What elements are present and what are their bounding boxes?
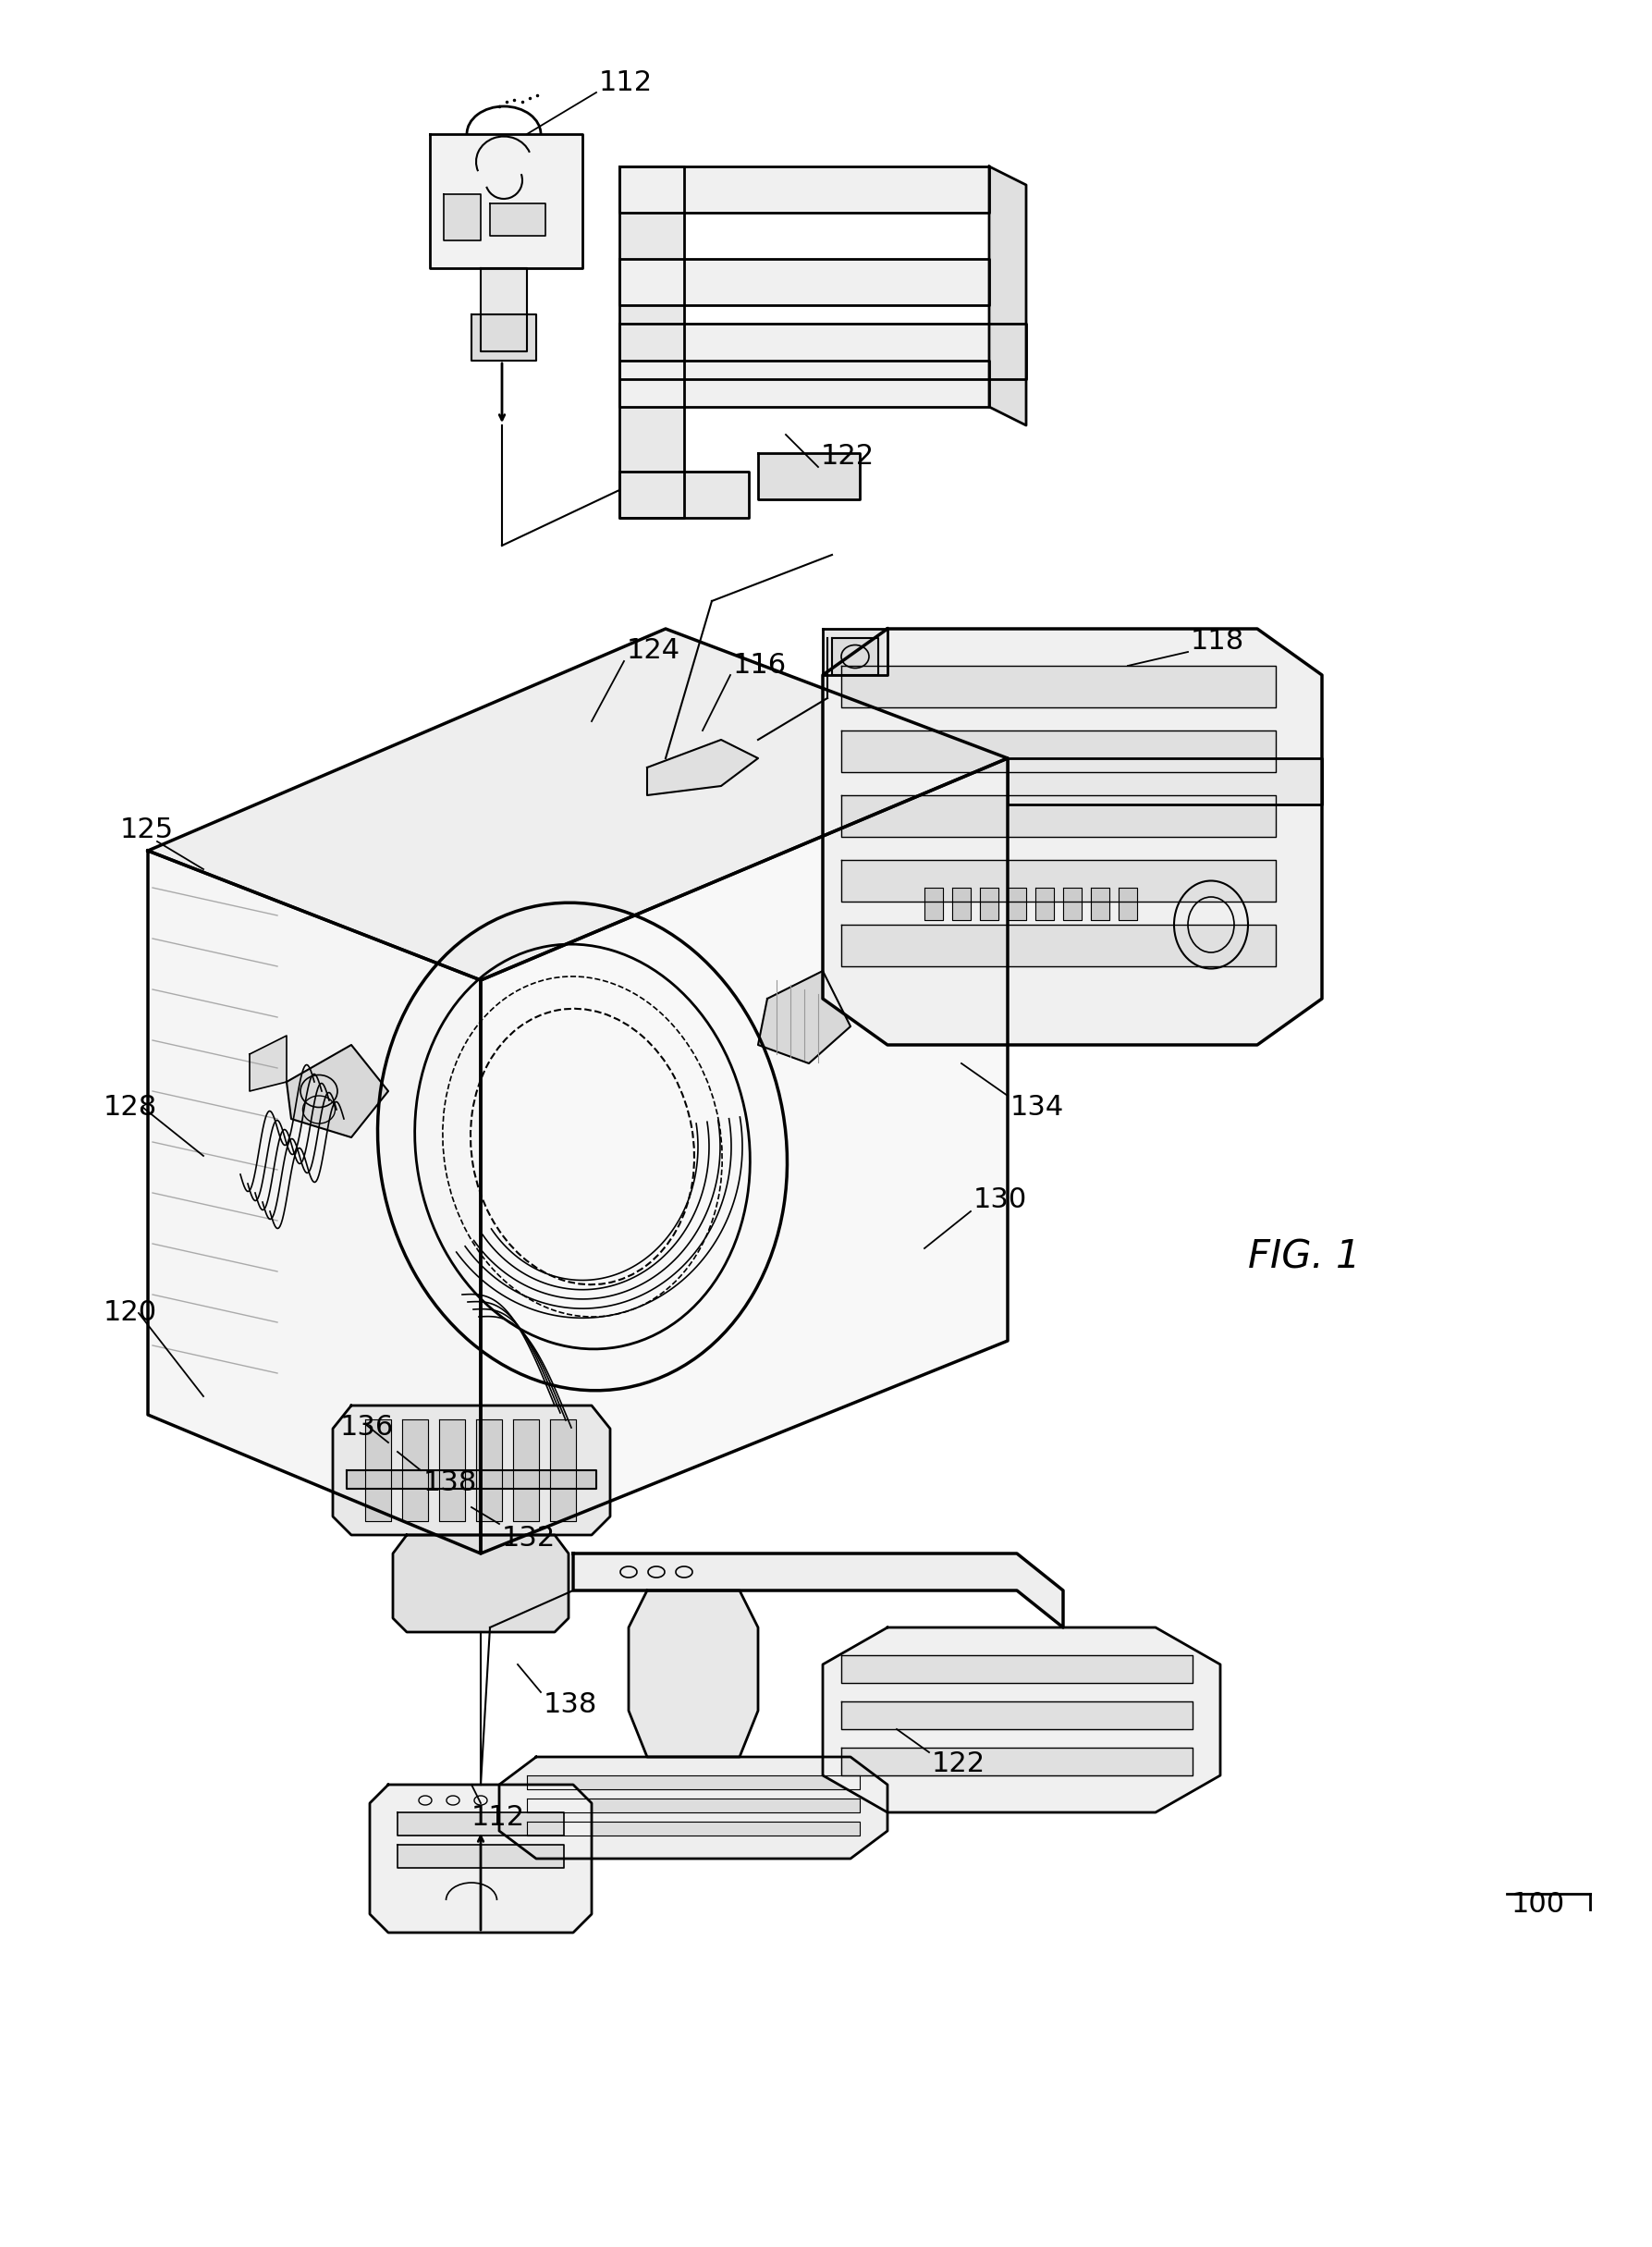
Text: 112: 112: [471, 1804, 525, 1831]
Text: 118: 118: [1191, 627, 1244, 654]
Polygon shape: [841, 861, 1275, 901]
Polygon shape: [249, 1036, 286, 1092]
Polygon shape: [481, 757, 1008, 1553]
Text: 100: 100: [1512, 1892, 1564, 1919]
Polygon shape: [823, 629, 887, 674]
Polygon shape: [823, 629, 1322, 1045]
Polygon shape: [514, 1420, 539, 1521]
Polygon shape: [430, 135, 583, 267]
Polygon shape: [149, 629, 1008, 980]
Text: 134: 134: [1011, 1094, 1064, 1121]
Polygon shape: [398, 1813, 563, 1836]
Polygon shape: [620, 258, 990, 306]
Text: 138: 138: [544, 1690, 598, 1717]
Text: 112: 112: [600, 70, 653, 97]
Polygon shape: [550, 1420, 577, 1521]
Polygon shape: [758, 971, 851, 1063]
Polygon shape: [620, 472, 748, 517]
Text: 124: 124: [626, 636, 681, 663]
Polygon shape: [499, 1757, 887, 1858]
Text: FIG. 1: FIG. 1: [1247, 1238, 1360, 1276]
Polygon shape: [347, 1470, 596, 1490]
Polygon shape: [841, 926, 1275, 966]
Polygon shape: [841, 1748, 1193, 1775]
Polygon shape: [491, 204, 545, 236]
Text: 130: 130: [973, 1186, 1028, 1213]
Polygon shape: [823, 1627, 1221, 1813]
Polygon shape: [1064, 888, 1082, 919]
Polygon shape: [1090, 888, 1110, 919]
Polygon shape: [471, 315, 537, 360]
Polygon shape: [481, 267, 527, 351]
Polygon shape: [370, 1784, 591, 1932]
Polygon shape: [439, 1420, 464, 1521]
Text: 116: 116: [733, 652, 786, 679]
Polygon shape: [758, 454, 859, 499]
Polygon shape: [648, 739, 758, 795]
Polygon shape: [952, 888, 971, 919]
Polygon shape: [980, 888, 998, 919]
Polygon shape: [527, 1822, 859, 1836]
Polygon shape: [841, 1656, 1193, 1683]
Polygon shape: [841, 1701, 1193, 1730]
Polygon shape: [365, 1420, 392, 1521]
Text: 122: 122: [932, 1750, 986, 1777]
Polygon shape: [527, 1775, 859, 1789]
Text: 120: 120: [104, 1299, 157, 1326]
Text: 122: 122: [821, 443, 874, 470]
Text: 125: 125: [121, 818, 173, 845]
Polygon shape: [149, 852, 481, 1553]
Polygon shape: [1008, 757, 1322, 804]
Text: 136: 136: [340, 1413, 395, 1440]
Polygon shape: [401, 1420, 428, 1521]
Polygon shape: [393, 1535, 568, 1631]
Polygon shape: [286, 1045, 388, 1137]
Polygon shape: [925, 888, 943, 919]
Polygon shape: [527, 1798, 859, 1813]
Polygon shape: [573, 1553, 1064, 1627]
Polygon shape: [841, 665, 1275, 708]
Polygon shape: [444, 193, 481, 240]
Text: 138: 138: [423, 1470, 477, 1497]
Polygon shape: [620, 166, 990, 213]
Polygon shape: [841, 795, 1275, 836]
Polygon shape: [841, 730, 1275, 773]
Polygon shape: [620, 360, 990, 407]
Polygon shape: [990, 166, 1026, 425]
Polygon shape: [1118, 888, 1137, 919]
Polygon shape: [1008, 888, 1026, 919]
Polygon shape: [620, 166, 684, 517]
Polygon shape: [629, 1591, 758, 1757]
Polygon shape: [620, 324, 1026, 380]
Polygon shape: [1036, 888, 1054, 919]
Polygon shape: [476, 1420, 502, 1521]
Text: 128: 128: [104, 1094, 157, 1121]
Polygon shape: [332, 1407, 610, 1535]
Polygon shape: [833, 638, 879, 674]
Text: 132: 132: [502, 1523, 555, 1550]
Polygon shape: [398, 1845, 563, 1867]
